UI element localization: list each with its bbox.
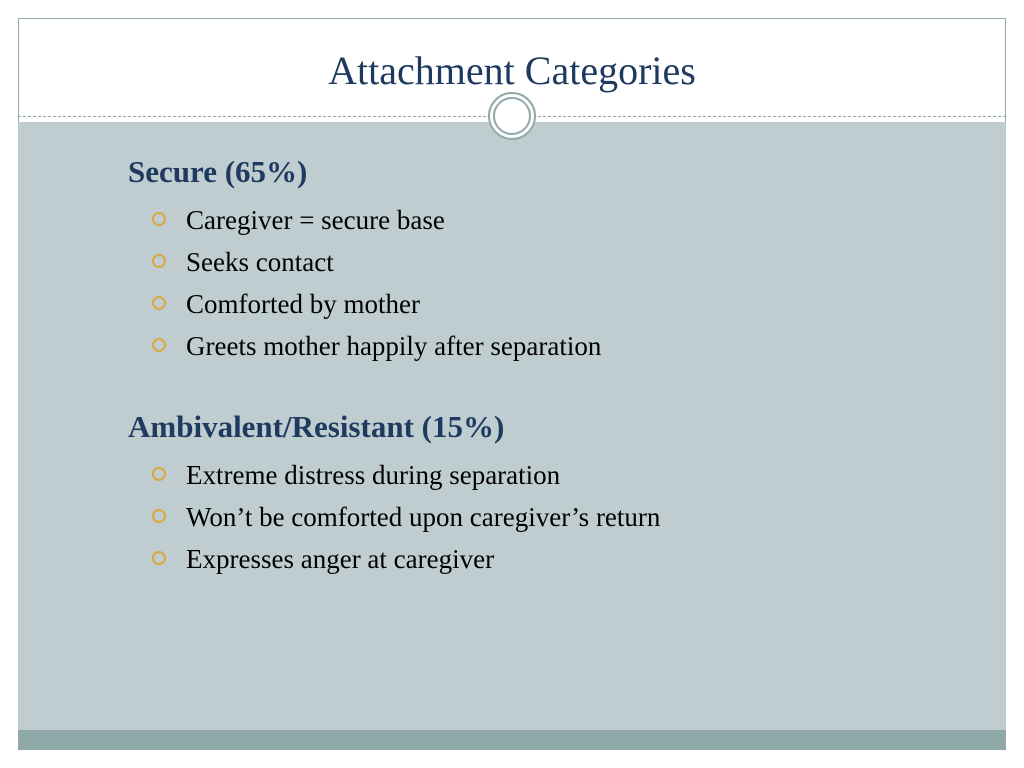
category-heading-ambivalent: Ambivalent/Resistant (15%) [128,409,946,445]
list-item: Comforted by mother [186,284,946,326]
content-area: Secure (65%) Caregiver = secure base See… [18,122,1006,730]
circle-ornament-icon [488,92,536,140]
list-item: Greets mother happily after separation [186,326,946,368]
category-heading-secure: Secure (65%) [128,154,946,190]
bottom-bar [18,730,1006,750]
bullet-list-secure: Caregiver = secure base Seeks contact Co… [128,200,946,367]
list-item: Caregiver = secure base [186,200,946,242]
list-item: Extreme distress during separation [186,455,946,497]
slide-title: Attachment Categories [39,47,985,94]
list-item: Won’t be comforted upon caregiver’s retu… [186,497,946,539]
list-item: Seeks contact [186,242,946,284]
list-item: Expresses anger at caregiver [186,539,946,581]
bullet-list-ambivalent: Extreme distress during separation Won’t… [128,455,946,581]
